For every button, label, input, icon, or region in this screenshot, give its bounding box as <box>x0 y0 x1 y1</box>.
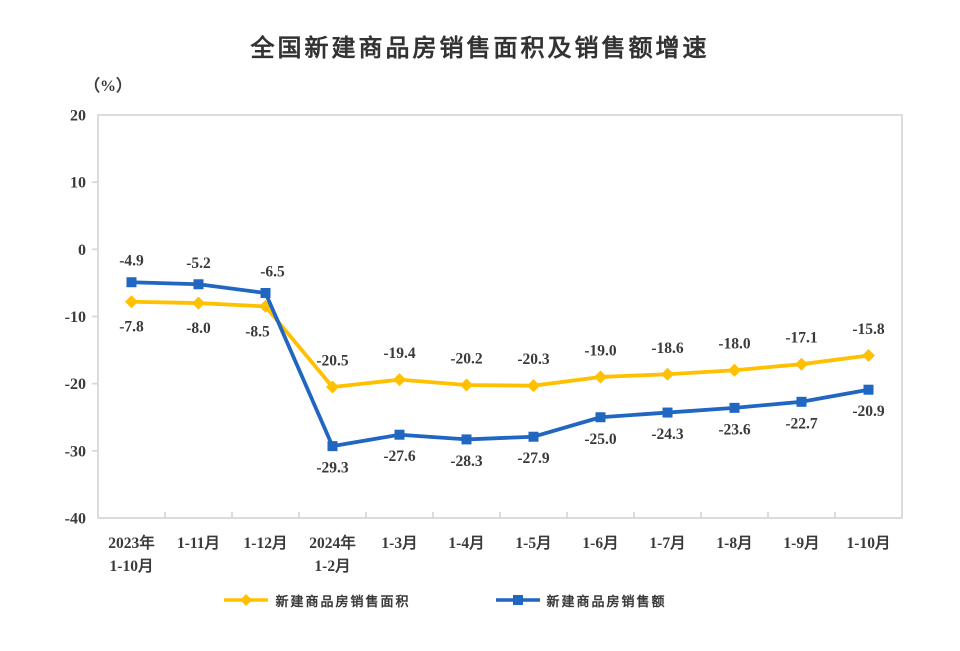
x-axis-tick-label: 1-5月 <box>515 534 551 552</box>
data-label: -20.3 <box>517 351 550 368</box>
x-axis-tick-label: 1-12月 <box>244 534 288 552</box>
square-marker <box>796 396 807 407</box>
data-label: -20.2 <box>450 351 483 368</box>
legend-item-sales-amount: 新建商品房销售额 <box>495 591 667 610</box>
series-line-sales-amount <box>129 280 871 449</box>
data-label: -25.0 <box>584 431 617 448</box>
data-label: -19.4 <box>383 345 416 362</box>
square-marker <box>394 429 405 440</box>
square-marker <box>327 441 338 452</box>
x-axis-tick-label: 1-9月 <box>783 534 819 552</box>
y-axis-tick-label: -20 <box>65 376 86 393</box>
square-marker <box>528 431 539 442</box>
sales-area-legend-marker-icon <box>224 594 269 606</box>
data-label: -28.3 <box>450 453 483 470</box>
x-axis-tick-label: 1-10月 <box>847 534 891 552</box>
data-label: -27.9 <box>517 450 550 467</box>
data-label: -6.5 <box>260 263 285 280</box>
sales-amount-legend-marker-icon <box>495 595 540 605</box>
y-axis-tick-label: 20 <box>70 108 86 125</box>
diamond-marker <box>862 348 875 362</box>
data-label: -18.6 <box>651 340 684 357</box>
data-label: -20.9 <box>852 403 885 420</box>
chart-title: 全国新建商品房销售面积及销售额增速 <box>250 35 710 62</box>
square-marker <box>461 434 472 445</box>
square-marker <box>729 402 740 413</box>
data-label: -24.3 <box>651 426 684 443</box>
x-axis-tick-label: 1-3月 <box>381 534 417 552</box>
x-axis-tick-label: 1-2月 <box>314 557 350 575</box>
square-marker <box>662 407 673 418</box>
diamond-marker <box>326 380 339 394</box>
y-axis-unit-label: （%） <box>84 78 133 95</box>
diamond-marker <box>460 378 473 392</box>
data-label: -7.8 <box>119 319 144 336</box>
data-label: -15.8 <box>852 321 885 338</box>
square-marker <box>595 412 606 423</box>
diamond-marker <box>393 373 406 387</box>
series-line-sales-area <box>129 299 871 389</box>
legend-item-sales-area: 新建商品房销售面积 <box>223 591 410 610</box>
data-label: -23.6 <box>718 421 751 438</box>
y-axis-tick-label: -40 <box>65 511 86 528</box>
diamond-marker <box>125 295 138 309</box>
legend-label-sales-amount: 新建商品房销售额 <box>546 593 667 609</box>
x-axis-tick-label: 1-10月 <box>110 557 154 575</box>
diamond-marker <box>192 296 205 310</box>
data-label: -18.0 <box>718 336 751 353</box>
chart-legend: 新建商品房销售面积 新建商品房销售额 <box>0 589 925 611</box>
data-label: -20.5 <box>316 353 349 370</box>
data-label: -17.1 <box>785 330 817 347</box>
diamond-marker <box>661 367 674 381</box>
x-axis-tick-label: 2023年 <box>108 533 155 552</box>
y-axis-tick-label: 10 <box>70 175 86 192</box>
x-axis-tick-label: 1-6月 <box>582 534 618 552</box>
data-label: -8.0 <box>186 320 211 337</box>
data-label: -5.2 <box>186 255 211 272</box>
data-label: -22.7 <box>785 415 818 432</box>
x-axis-tick-label: 1-7月 <box>649 534 685 552</box>
data-label: -27.6 <box>383 448 416 465</box>
y-axis-tick-label: 0 <box>78 242 86 259</box>
x-axis-tick-label: 1-11月 <box>177 534 220 552</box>
diamond-marker <box>728 363 741 377</box>
square-marker <box>193 279 204 290</box>
data-label: -29.3 <box>316 460 349 477</box>
x-axis-tick-label: 1-4月 <box>448 534 484 552</box>
legend-label-sales-area: 新建商品房销售面积 <box>275 593 411 609</box>
plot-border <box>97 114 903 519</box>
data-label: -4.9 <box>119 253 144 270</box>
square-marker <box>126 277 137 288</box>
y-axis-tick-label: -10 <box>65 309 86 326</box>
data-label: -8.5 <box>245 323 270 340</box>
square-marker <box>260 287 271 298</box>
data-label: -19.0 <box>584 342 617 359</box>
y-axis-tick-label: -30 <box>65 443 86 460</box>
x-axis-tick-label: 2024年 <box>309 533 356 552</box>
square-marker <box>863 384 874 395</box>
diamond-marker <box>527 379 540 393</box>
diamond-marker <box>594 370 607 384</box>
x-axis-tick-label: 1-8月 <box>716 534 752 552</box>
diamond-marker <box>795 357 808 371</box>
